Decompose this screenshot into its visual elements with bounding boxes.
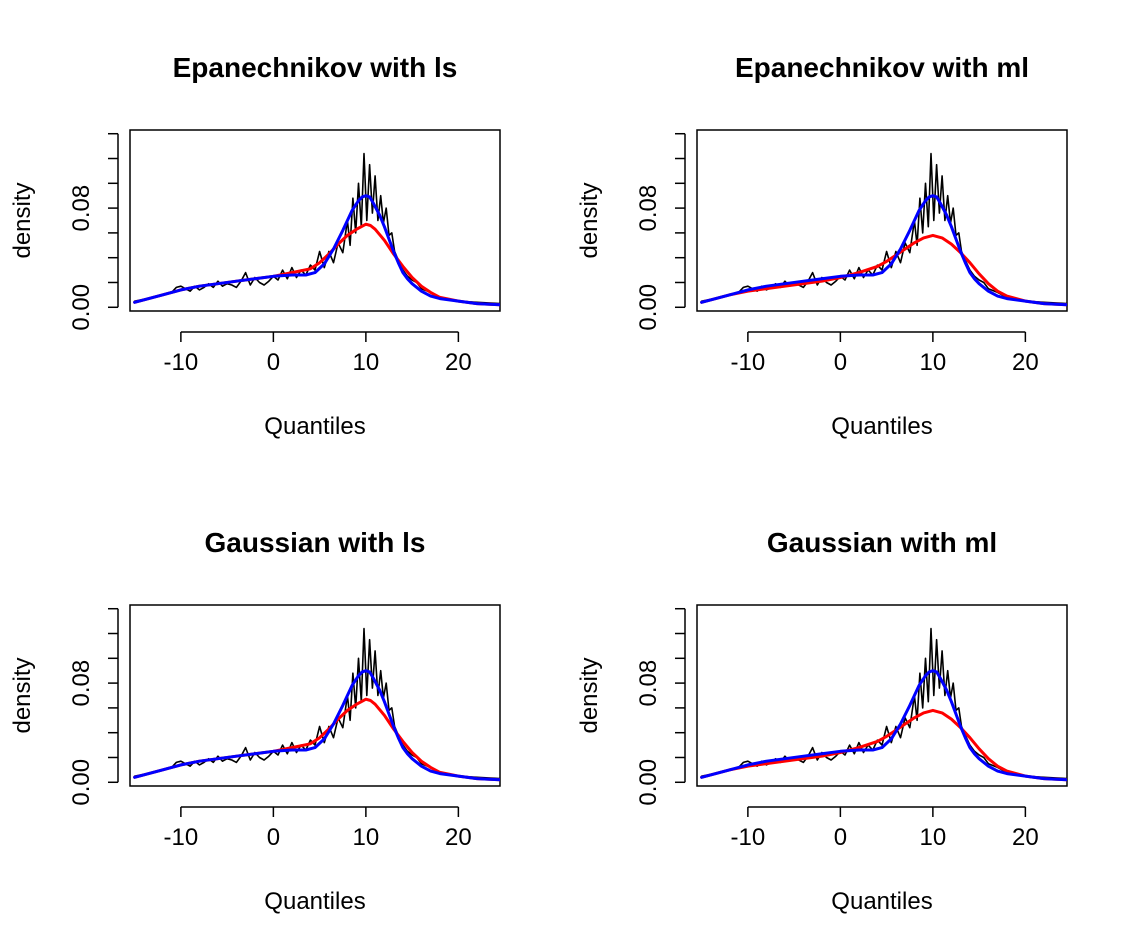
series-blue-line [133, 194, 500, 307]
chart-title: Epanechnikov with ls [173, 52, 458, 83]
series-empirical-line [700, 627, 1067, 780]
series-blue-line [700, 194, 1067, 307]
y-tick-label: 0.08 [68, 185, 95, 232]
x-tick-label: 0 [834, 349, 847, 376]
x-tick-label: 10 [920, 824, 947, 851]
series-blue-line [700, 669, 1067, 782]
plot-frame [129, 604, 501, 787]
x-tick-label: 20 [445, 349, 472, 376]
plot-frame [696, 129, 1068, 312]
series-empirical-line [133, 152, 500, 305]
plot-frame [696, 604, 1068, 787]
series-empirical-line [700, 152, 1067, 305]
y-tick-label: 0.00 [635, 284, 662, 331]
x-tick-label: 0 [267, 349, 280, 376]
panel-4: Gaussian with ml -10 0 10 20 0.00 0.08 Quantile… [576, 527, 1068, 915]
y-axis-label: density [9, 182, 36, 258]
chart-title: Gaussian with ml [767, 527, 997, 558]
x-axis-label: Quantiles [831, 888, 932, 915]
x-tick-label: -10 [731, 824, 766, 851]
panel-1: Epanechnikov with ls -10 0 10 20 0.00 0.08 Quan… [9, 52, 501, 440]
y-tick-label: 0.00 [68, 759, 95, 806]
x-tick-label: 10 [920, 349, 947, 376]
x-axis-label: Quantiles [264, 413, 365, 440]
y-tick-label: 0.08 [68, 660, 95, 707]
series-red-line [700, 233, 1067, 307]
plot-frame [129, 129, 501, 312]
x-tick-label: -10 [164, 824, 199, 851]
series-red-line [133, 222, 500, 307]
x-tick-label: -10 [164, 349, 199, 376]
series-red-line [133, 697, 500, 782]
chart-title: Epanechnikov with ml [735, 52, 1029, 83]
y-tick-label: 0.00 [635, 759, 662, 806]
x-tick-label: 0 [267, 824, 280, 851]
x-axis-label: Quantiles [831, 413, 932, 440]
y-tick-label: 0.00 [68, 284, 95, 331]
y-tick-label: 0.08 [635, 660, 662, 707]
x-tick-label: 10 [353, 349, 380, 376]
x-tick-label: 0 [834, 824, 847, 851]
x-tick-label: -10 [731, 349, 766, 376]
x-tick-label: 20 [445, 824, 472, 851]
chart-title: Gaussian with ls [205, 527, 426, 558]
panel-3: Gaussian with ls -10 0 10 20 0.00 0.08 Quantile… [9, 527, 501, 915]
x-axis-label: Quantiles [264, 888, 365, 915]
x-tick-label: 20 [1012, 824, 1039, 851]
y-tick-label: 0.08 [635, 185, 662, 232]
x-tick-label: 20 [1012, 349, 1039, 376]
y-axis-label: density [9, 657, 36, 733]
y-axis-label: density [576, 657, 603, 733]
x-tick-label: 10 [353, 824, 380, 851]
series-empirical-line [133, 627, 500, 780]
series-red-line [700, 708, 1067, 782]
panel-2: Epanechnikov with ml -10 0 10 20 0.00 0.08 Quan… [576, 52, 1068, 440]
y-axis-label: density [576, 182, 603, 258]
series-blue-line [133, 669, 500, 782]
